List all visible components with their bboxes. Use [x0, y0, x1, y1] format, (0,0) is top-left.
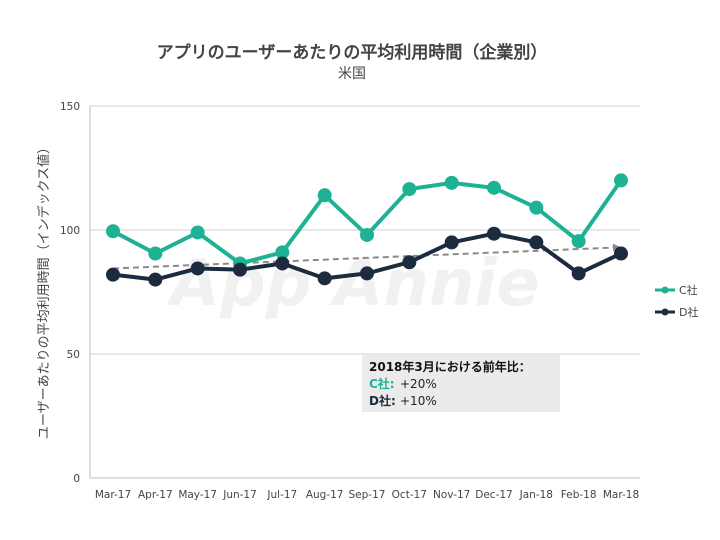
x-tick-label: Dec-17 [475, 489, 512, 501]
y-axis-label: ユーザーあたりの平均利用時間（インデックス値） [36, 141, 52, 439]
y-tick-label: 100 [60, 225, 80, 237]
legend-label: C社 [679, 283, 698, 297]
x-tick-label: Mar-17 [95, 489, 131, 501]
data-point [275, 245, 290, 260]
annotation-box: 2018年3月における前年比： C社: +20% D社: +10% [362, 355, 560, 412]
x-axis-ticks: Mar-17 Apr-17 May-17 Jun-17 Jul-17 Aug-17 Sep-… [95, 489, 639, 501]
data-point [317, 188, 332, 203]
data-point [360, 227, 374, 242]
x-tick-label: Oct-17 [392, 489, 427, 501]
data-point [529, 235, 544, 250]
data-point [275, 256, 290, 271]
data-point [106, 224, 120, 239]
data-point [106, 267, 120, 282]
x-tick-label: Mar-18 [603, 489, 639, 501]
legend: C社 D社 [655, 283, 698, 319]
annotation-c-label: C社: [369, 376, 395, 391]
data-point [571, 266, 586, 281]
data-point [487, 226, 501, 241]
data-point [571, 234, 586, 249]
legend-marker [661, 286, 669, 294]
y-axis-ticks: 0 50 100 150 [60, 101, 80, 485]
legend-marker [661, 308, 669, 316]
legend-label: D社 [679, 305, 698, 319]
x-tick-label: Jul-17 [266, 489, 297, 501]
data-point [190, 225, 205, 240]
x-tick-label: Jan-18 [519, 489, 553, 501]
annotation-d-value: +10% [400, 394, 437, 408]
y-tick-label: 150 [60, 101, 80, 113]
data-point [402, 182, 417, 197]
data-point [444, 175, 459, 190]
data-point [148, 246, 163, 261]
data-point [148, 272, 163, 287]
data-point [190, 261, 205, 276]
series-1 [106, 226, 628, 287]
data-point [614, 246, 628, 261]
annotation-title: 2018年3月における前年比： [369, 359, 531, 374]
chart-title: アプリのユーザーあたりの平均利用時間（企業別） [157, 42, 548, 63]
x-tick-label: Sep-17 [349, 489, 386, 501]
data-point [360, 266, 374, 281]
data-point [529, 200, 544, 215]
data-point [614, 173, 628, 188]
series-group [106, 173, 628, 287]
annotation-c-value: +20% [400, 377, 437, 391]
data-point [317, 271, 332, 286]
data-point [233, 262, 247, 277]
y-tick-label: 0 [73, 473, 80, 485]
legend-item: D社 [655, 305, 698, 319]
data-point [487, 180, 501, 195]
chart-subtitle: 米国 [338, 66, 366, 82]
x-tick-label: Apr-17 [138, 489, 173, 501]
x-tick-label: Aug-17 [306, 489, 344, 501]
x-tick-label: Jun-17 [222, 489, 257, 501]
x-tick-label: May-17 [178, 489, 217, 501]
legend-item: C社 [655, 283, 698, 297]
watermark-text: App Annie [165, 247, 539, 321]
annotation-background [362, 355, 560, 412]
annotation-d-label: D社: [369, 393, 396, 408]
data-point [444, 235, 459, 250]
y-tick-label: 50 [67, 349, 80, 361]
x-tick-label: Nov-17 [433, 489, 470, 501]
data-point [402, 255, 417, 270]
x-tick-label: Feb-18 [561, 489, 597, 501]
